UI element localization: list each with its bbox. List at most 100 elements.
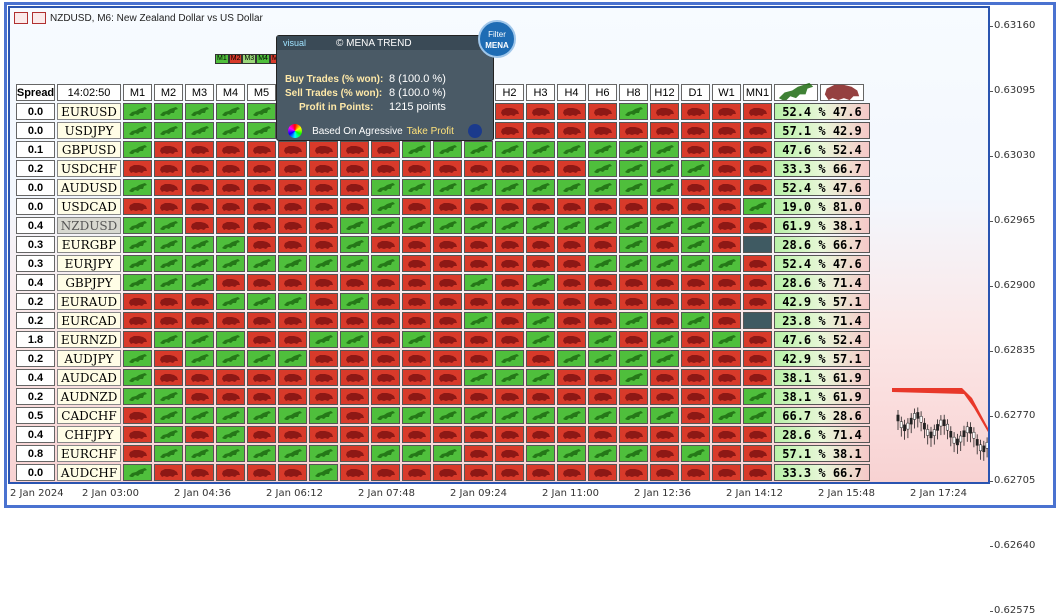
tf-header-m5[interactable]: M5 [247, 84, 276, 101]
bear-signal-icon[interactable] [123, 426, 152, 443]
bull-signal-icon[interactable] [340, 255, 369, 272]
bull-signal-icon[interactable] [402, 141, 431, 158]
bull-signal-icon[interactable] [526, 141, 555, 158]
bear-signal-icon[interactable] [743, 274, 772, 291]
bear-signal-icon[interactable] [402, 388, 431, 405]
bear-signal-icon[interactable] [743, 160, 772, 177]
bull-signal-icon[interactable] [216, 426, 245, 443]
bear-signal-icon[interactable] [743, 122, 772, 139]
bear-signal-icon[interactable] [123, 445, 152, 462]
bear-signal-icon[interactable] [681, 274, 710, 291]
bear-signal-icon[interactable] [681, 331, 710, 348]
bear-signal-icon[interactable] [216, 388, 245, 405]
bull-signal-icon[interactable] [371, 198, 400, 215]
bull-signal-icon[interactable] [340, 236, 369, 253]
bear-signal-icon[interactable] [309, 426, 338, 443]
bear-signal-icon[interactable] [619, 122, 648, 139]
bull-signal-icon[interactable] [464, 141, 493, 158]
bear-signal-icon[interactable] [154, 350, 183, 367]
bear-signal-icon[interactable] [743, 217, 772, 234]
bear-signal-icon[interactable] [495, 160, 524, 177]
bull-signal-icon[interactable] [681, 312, 710, 329]
bull-signal-icon[interactable] [619, 407, 648, 424]
symbol-button[interactable]: USDCHF [57, 160, 121, 177]
bear-signal-icon[interactable] [681, 122, 710, 139]
bear-signal-icon[interactable] [371, 160, 400, 177]
chart-type-icon[interactable] [32, 12, 46, 24]
bear-signal-icon[interactable] [433, 369, 462, 386]
bear-signal-icon[interactable] [712, 426, 741, 443]
bull-signal-icon[interactable] [526, 312, 555, 329]
bear-signal-icon[interactable] [247, 274, 276, 291]
bear-signal-icon[interactable] [712, 464, 741, 481]
symbol-button[interactable]: AUDNZD [57, 388, 121, 405]
bear-signal-icon[interactable] [309, 388, 338, 405]
bull-signal-icon[interactable] [588, 160, 617, 177]
bear-signal-icon[interactable] [650, 445, 679, 462]
bear-signal-icon[interactable] [712, 198, 741, 215]
bull-signal-icon[interactable] [433, 141, 462, 158]
bear-signal-icon[interactable] [743, 445, 772, 462]
bear-signal-icon[interactable] [278, 312, 307, 329]
bull-signal-icon[interactable] [464, 312, 493, 329]
bear-signal-icon[interactable] [464, 331, 493, 348]
bull-signal-icon[interactable] [216, 407, 245, 424]
bull-signal-icon[interactable] [402, 331, 431, 348]
bull-signal-icon[interactable] [526, 331, 555, 348]
bear-signal-icon[interactable] [154, 464, 183, 481]
bear-signal-icon[interactable] [588, 103, 617, 120]
bear-signal-icon[interactable] [185, 179, 214, 196]
symbol-button[interactable]: AUDCAD [57, 369, 121, 386]
bull-signal-icon[interactable] [123, 141, 152, 158]
bull-signal-icon[interactable] [154, 445, 183, 462]
chart-window-icon[interactable] [14, 12, 28, 24]
bull-signal-icon[interactable] [247, 122, 276, 139]
bear-signal-icon[interactable] [526, 198, 555, 215]
bear-signal-icon[interactable] [588, 464, 617, 481]
bear-signal-icon[interactable] [185, 141, 214, 158]
bear-signal-icon[interactable] [371, 464, 400, 481]
bear-signal-icon[interactable] [371, 426, 400, 443]
bull-signal-icon[interactable] [185, 255, 214, 272]
bull-signal-icon[interactable] [619, 141, 648, 158]
bear-signal-icon[interactable] [247, 179, 276, 196]
bull-signal-icon[interactable] [495, 217, 524, 234]
symbol-button[interactable]: EURJPY [57, 255, 121, 272]
bear-signal-icon[interactable] [340, 407, 369, 424]
bull-signal-icon[interactable] [464, 217, 493, 234]
tf-strip-item[interactable]: M4 [256, 54, 270, 64]
bear-signal-icon[interactable] [557, 122, 586, 139]
symbol-button[interactable]: CHFJPY [57, 426, 121, 443]
bear-signal-icon[interactable] [340, 274, 369, 291]
bear-signal-icon[interactable] [743, 141, 772, 158]
bull-signal-icon[interactable] [247, 103, 276, 120]
bear-signal-icon[interactable] [650, 369, 679, 386]
bear-signal-icon[interactable] [557, 369, 586, 386]
bear-signal-icon[interactable] [247, 198, 276, 215]
bear-signal-icon[interactable] [433, 464, 462, 481]
bear-signal-icon[interactable] [526, 160, 555, 177]
bull-signal-icon[interactable] [433, 445, 462, 462]
bear-signal-icon[interactable] [154, 141, 183, 158]
bull-signal-icon[interactable] [216, 445, 245, 462]
bear-signal-icon[interactable] [247, 141, 276, 158]
bear-signal-icon[interactable] [650, 122, 679, 139]
bear-signal-icon[interactable] [371, 236, 400, 253]
bear-signal-icon[interactable] [495, 122, 524, 139]
bear-signal-icon[interactable] [340, 160, 369, 177]
bear-signal-icon[interactable] [650, 103, 679, 120]
tf-header-h3[interactable]: H3 [526, 84, 555, 101]
bear-signal-icon[interactable] [743, 103, 772, 120]
bear-signal-icon[interactable] [557, 274, 586, 291]
bear-signal-icon[interactable] [464, 445, 493, 462]
bull-signal-icon[interactable] [123, 179, 152, 196]
bear-signal-icon[interactable] [619, 274, 648, 291]
bear-signal-icon[interactable] [278, 274, 307, 291]
bear-signal-icon[interactable] [123, 312, 152, 329]
bull-signal-icon[interactable] [743, 407, 772, 424]
bear-signal-icon[interactable] [278, 198, 307, 215]
bear-signal-icon[interactable] [216, 217, 245, 234]
bull-signal-icon[interactable] [185, 407, 214, 424]
bear-signal-icon[interactable] [495, 388, 524, 405]
bull-signal-icon[interactable] [588, 445, 617, 462]
